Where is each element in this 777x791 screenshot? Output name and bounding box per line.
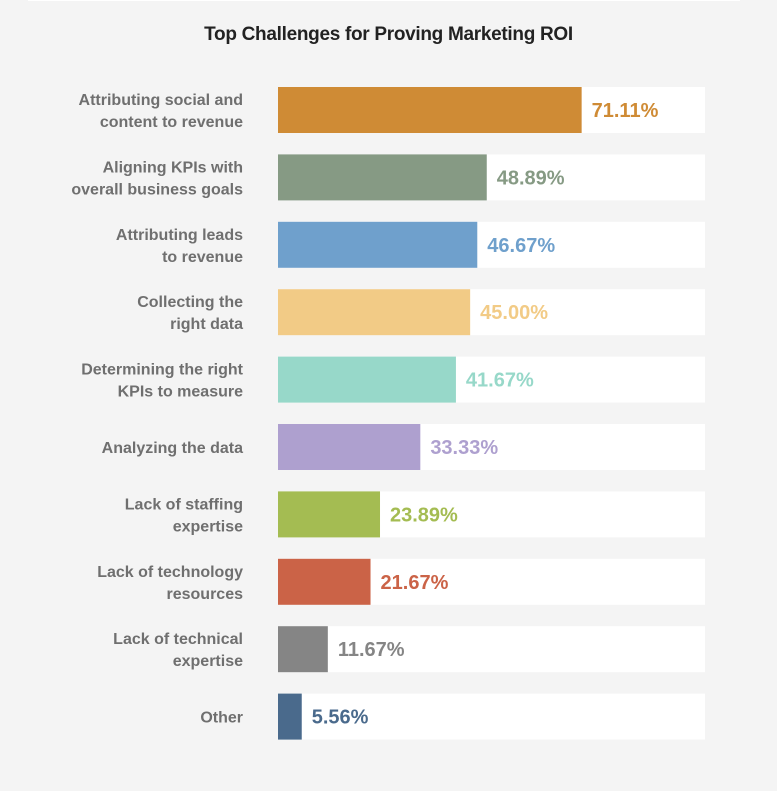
category-label: KPIs to measure bbox=[118, 384, 243, 401]
category-label: Lack of staffing bbox=[125, 496, 243, 513]
data-label: 46.67% bbox=[487, 235, 555, 257]
category-label: resources bbox=[167, 586, 244, 603]
category-label: content to revenue bbox=[100, 114, 243, 131]
category-label: Attributing leads bbox=[116, 227, 243, 244]
bar-track bbox=[278, 693, 705, 740]
category-label: Lack of technical bbox=[113, 631, 243, 648]
bar bbox=[278, 626, 328, 673]
data-label: 45.00% bbox=[480, 302, 548, 324]
data-label: 33.33% bbox=[430, 437, 498, 459]
category-label: Aligning KPIs with bbox=[103, 159, 243, 176]
bar bbox=[278, 491, 381, 538]
data-label: 5.56% bbox=[312, 707, 369, 729]
category-label: expertise bbox=[173, 653, 243, 670]
category-label: Analyzing the data bbox=[102, 440, 243, 457]
category-label: Determining the right bbox=[81, 362, 243, 379]
data-label: 11.67% bbox=[338, 639, 405, 661]
category-label: expertise bbox=[173, 518, 243, 535]
category-label: right data bbox=[170, 316, 243, 333]
data-label: 48.89% bbox=[497, 167, 565, 189]
category-label: overall business goals bbox=[71, 181, 243, 198]
data-label: 71.11% bbox=[592, 100, 659, 122]
bar-track bbox=[278, 626, 705, 673]
category-label: Lack of technology bbox=[97, 564, 243, 581]
chart-title: Top Challenges for Proving Marketing ROI bbox=[204, 24, 573, 45]
data-label: 41.67% bbox=[466, 370, 534, 392]
bar bbox=[278, 221, 478, 268]
category-label: to revenue bbox=[162, 249, 243, 266]
bar bbox=[278, 424, 421, 470]
category-label: Attributing social and bbox=[79, 92, 243, 109]
category-label: Collecting the bbox=[137, 294, 243, 311]
bar bbox=[278, 693, 302, 740]
bar bbox=[278, 87, 582, 133]
bar bbox=[278, 289, 471, 336]
bar bbox=[278, 356, 456, 403]
category-label: Other bbox=[200, 710, 243, 727]
bar bbox=[278, 154, 487, 201]
top-divider bbox=[28, 0, 740, 1]
data-label: 23.89% bbox=[390, 504, 458, 526]
data-label: 21.67% bbox=[381, 572, 449, 594]
bar bbox=[278, 558, 371, 605]
